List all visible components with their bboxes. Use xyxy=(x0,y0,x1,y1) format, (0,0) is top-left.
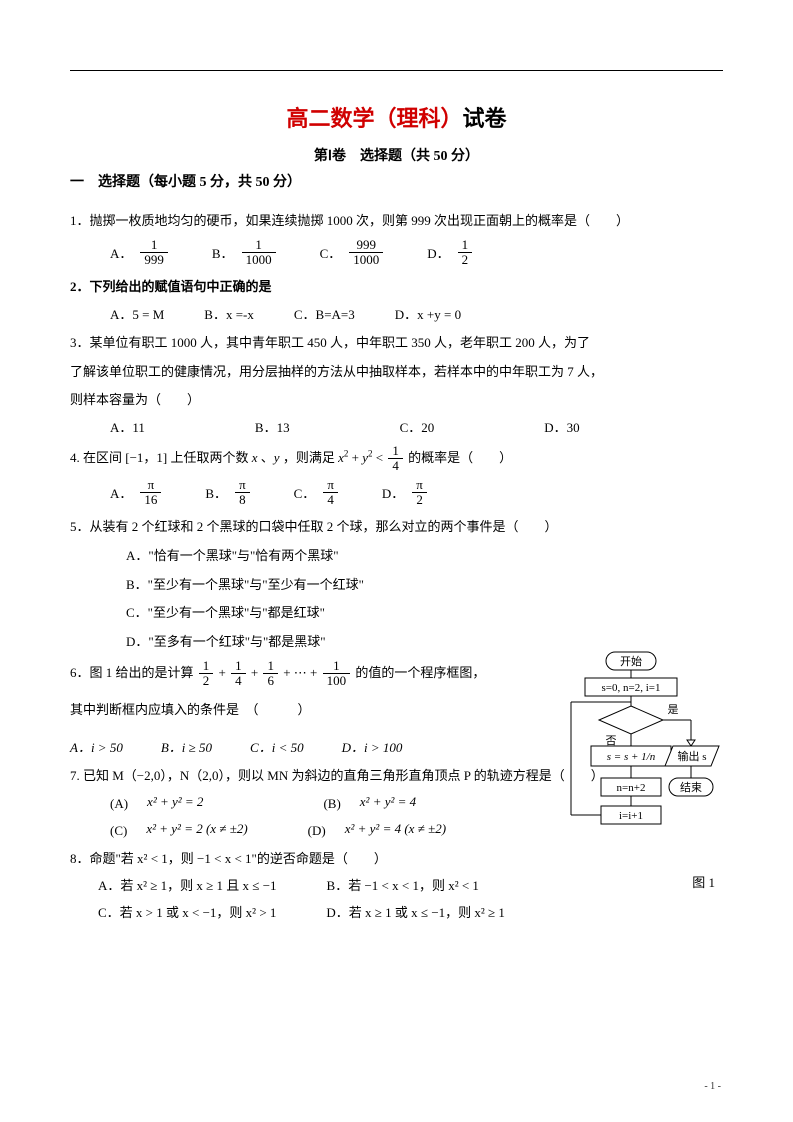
fraction: π16 xyxy=(140,478,161,508)
q5-opt-B: B．"至少有一个黑球"与"至少有一个红球" xyxy=(70,573,723,598)
q6-prefix: 6．图 1 给出的是计算 xyxy=(70,664,197,679)
flow-step2: i=i+1 xyxy=(619,810,643,822)
q6-opt-C: C．i < 50 xyxy=(250,737,304,756)
flow-out: 输出 s xyxy=(677,749,706,763)
title-red: 高二数学（理科） xyxy=(286,106,462,131)
q4-tail: 的概率是（ ） xyxy=(408,450,512,465)
q8-opt-A: A．若 x² ≥ 1，则 x ≥ 1 且 x ≤ −1 xyxy=(98,875,277,894)
flow-init: s=0, n=2, i=1 xyxy=(602,682,661,694)
fraction: 16 xyxy=(263,659,278,689)
q4-prefix: 4. 在区间 [−1，1] 上任取两个数 xyxy=(70,450,252,465)
q8-opt-D: D．若 x ≥ 1 或 x ≤ −1，则 x² ≥ 1 xyxy=(326,902,505,921)
fraction: 1100 xyxy=(323,659,351,689)
title-black: 试卷 xyxy=(463,106,507,131)
q2-opt-A: A．5 = M xyxy=(110,304,164,323)
flow-step1: n=n+2 xyxy=(617,782,646,794)
q2-opt-C: C．B=A=3 xyxy=(294,304,355,323)
fraction: 12 xyxy=(199,659,214,689)
flow-yes: 是 xyxy=(668,703,679,716)
flowchart-svg: 开始 s=0, n=2, i=1 是 否 s = s + 1/n xyxy=(551,650,721,870)
flowchart-caption: 图 1 xyxy=(692,872,715,891)
q5-opt-C: C．"至少有一个黑球"与"都是红球" xyxy=(70,601,723,626)
page-number: - 1 - xyxy=(704,1081,721,1092)
q6-opt-B: B．i ≥ 50 xyxy=(161,737,212,756)
q1-text: 1．抛掷一枚质地均匀的硬币，如果连续抛掷 1000 次，则第 999 次出现正面… xyxy=(70,209,723,234)
q6-opt-A: A．i > 50 xyxy=(70,737,123,756)
q4-opt-A: A．π16 xyxy=(110,478,163,508)
q4-opt-B: B．π8 xyxy=(205,478,251,508)
q4-inequality: x2 + y2 < 14 xyxy=(338,444,405,474)
exam-page: 高二数学（理科）试卷 第Ⅰ卷 选择题（共 50 分） 一 选择题（每小题 5 分… xyxy=(0,0,793,1122)
fraction: 14 xyxy=(231,659,246,689)
q3-line3: 则样本容量为（ ） xyxy=(70,388,723,413)
q2-opt-B: B．x =-x xyxy=(204,304,254,323)
fraction: 12 xyxy=(458,238,473,268)
q3-opt-C: C．20 xyxy=(400,417,435,436)
fraction: 1999 xyxy=(140,238,168,268)
q3-opt-B: B．13 xyxy=(255,417,290,436)
q8-opt-B: B．若 −1 < x < 1，则 x² < 1 xyxy=(327,875,479,894)
q1-opt-A: A． 1999 xyxy=(110,238,170,268)
q6-opt-D: D．i > 100 xyxy=(342,737,403,756)
flowchart: 开始 s=0, n=2, i=1 是 否 s = s + 1/n xyxy=(551,650,721,870)
q8-opt-C: C．若 x > 1 或 x < −1，则 x² > 1 xyxy=(98,902,276,921)
flow-start: 开始 xyxy=(620,654,642,668)
q4-opt-D: D．π2 xyxy=(382,478,429,508)
q7-opt-A: (A) x² + y² = 2 xyxy=(110,793,203,812)
fraction: 14 xyxy=(388,444,403,474)
q2-text: 2．下列给出的赋值语句中正确的是 xyxy=(70,275,723,300)
q3-opt-D: D．30 xyxy=(544,417,579,436)
q8-options-row1: A．若 x² ≥ 1，则 x ≥ 1 且 x ≤ −1 B．若 −1 < x <… xyxy=(70,875,723,894)
q4-after: ，则满足 xyxy=(280,450,339,465)
q7-opt-C: (C) x² + y² = 2 (x ≠ ±2) xyxy=(110,820,248,839)
q3-options: A．11 B．13 C．20 D．30 xyxy=(70,417,723,436)
q7-opt-D: (D) x² + y² = 4 (x ≠ ±2) xyxy=(308,820,446,839)
fraction: 11000 xyxy=(242,238,276,268)
q1-opt-C: C． 9991000 xyxy=(320,238,386,268)
q4-opt-C: C．π4 xyxy=(294,478,340,508)
q2-options: A．5 = M B．x =-x C．B=A=3 D．x +y = 0 xyxy=(70,304,723,323)
page-title: 高二数学（理科）试卷 xyxy=(70,101,723,133)
q4-text: 4. 在区间 [−1，1] 上任取两个数 x 、y ，则满足 x2 + y2 <… xyxy=(70,444,723,474)
fraction: 9991000 xyxy=(349,238,383,268)
flow-end: 结束 xyxy=(680,781,702,794)
section-head: 一 选择题（每小题 5 分，共 50 分） xyxy=(70,171,723,191)
fraction: π8 xyxy=(235,478,250,508)
flow-body: s = s + 1/n xyxy=(607,751,656,763)
flow-no: 否 xyxy=(606,735,617,747)
q6-suffix: 的值的一个程序框图， xyxy=(355,664,485,679)
q7-opt-B: (B) x² + y² = 4 xyxy=(323,793,416,812)
q1-opt-D: D． 12 xyxy=(427,238,474,268)
q8-options-row2: C．若 x > 1 或 x < −1，则 x² > 1 D．若 x ≥ 1 或 … xyxy=(70,902,723,921)
q1-options: A． 1999 B． 11000 C． 9991000 D． 12 xyxy=(70,238,723,268)
fraction: π4 xyxy=(323,478,338,508)
top-rule xyxy=(70,70,723,71)
q1-opt-B: B． 11000 xyxy=(212,238,278,268)
q4-options: A．π16 B．π8 C．π4 D．π2 xyxy=(70,478,723,508)
q2-opt-D: D．x +y = 0 xyxy=(395,304,461,323)
q3-line1: 3．某单位有职工 1000 人，其中青年职工 450 人，中年职工 350 人，… xyxy=(70,331,723,356)
q5-text: 5．从装有 2 个红球和 2 个黑球的口袋中任取 2 个球，那么对立的两个事件是… xyxy=(70,515,723,540)
q3-opt-A: A．11 xyxy=(110,417,145,436)
q3-line2: 了解该单位职工的健康情况，用分层抽样的方法从中抽取样本，若样本中的中年职工为 7… xyxy=(70,360,723,385)
fraction: π2 xyxy=(412,478,427,508)
q5-opt-A: A．"恰有一个黑球"与"恰有两个黑球" xyxy=(70,544,723,569)
subtitle: 第Ⅰ卷 选择题（共 50 分） xyxy=(70,145,723,165)
q4-mid: 、 xyxy=(258,450,274,465)
